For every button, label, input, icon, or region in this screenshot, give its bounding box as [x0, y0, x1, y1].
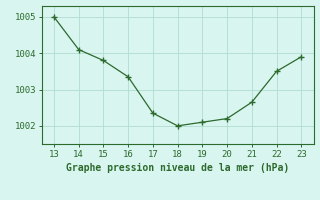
X-axis label: Graphe pression niveau de la mer (hPa): Graphe pression niveau de la mer (hPa)	[66, 163, 289, 173]
